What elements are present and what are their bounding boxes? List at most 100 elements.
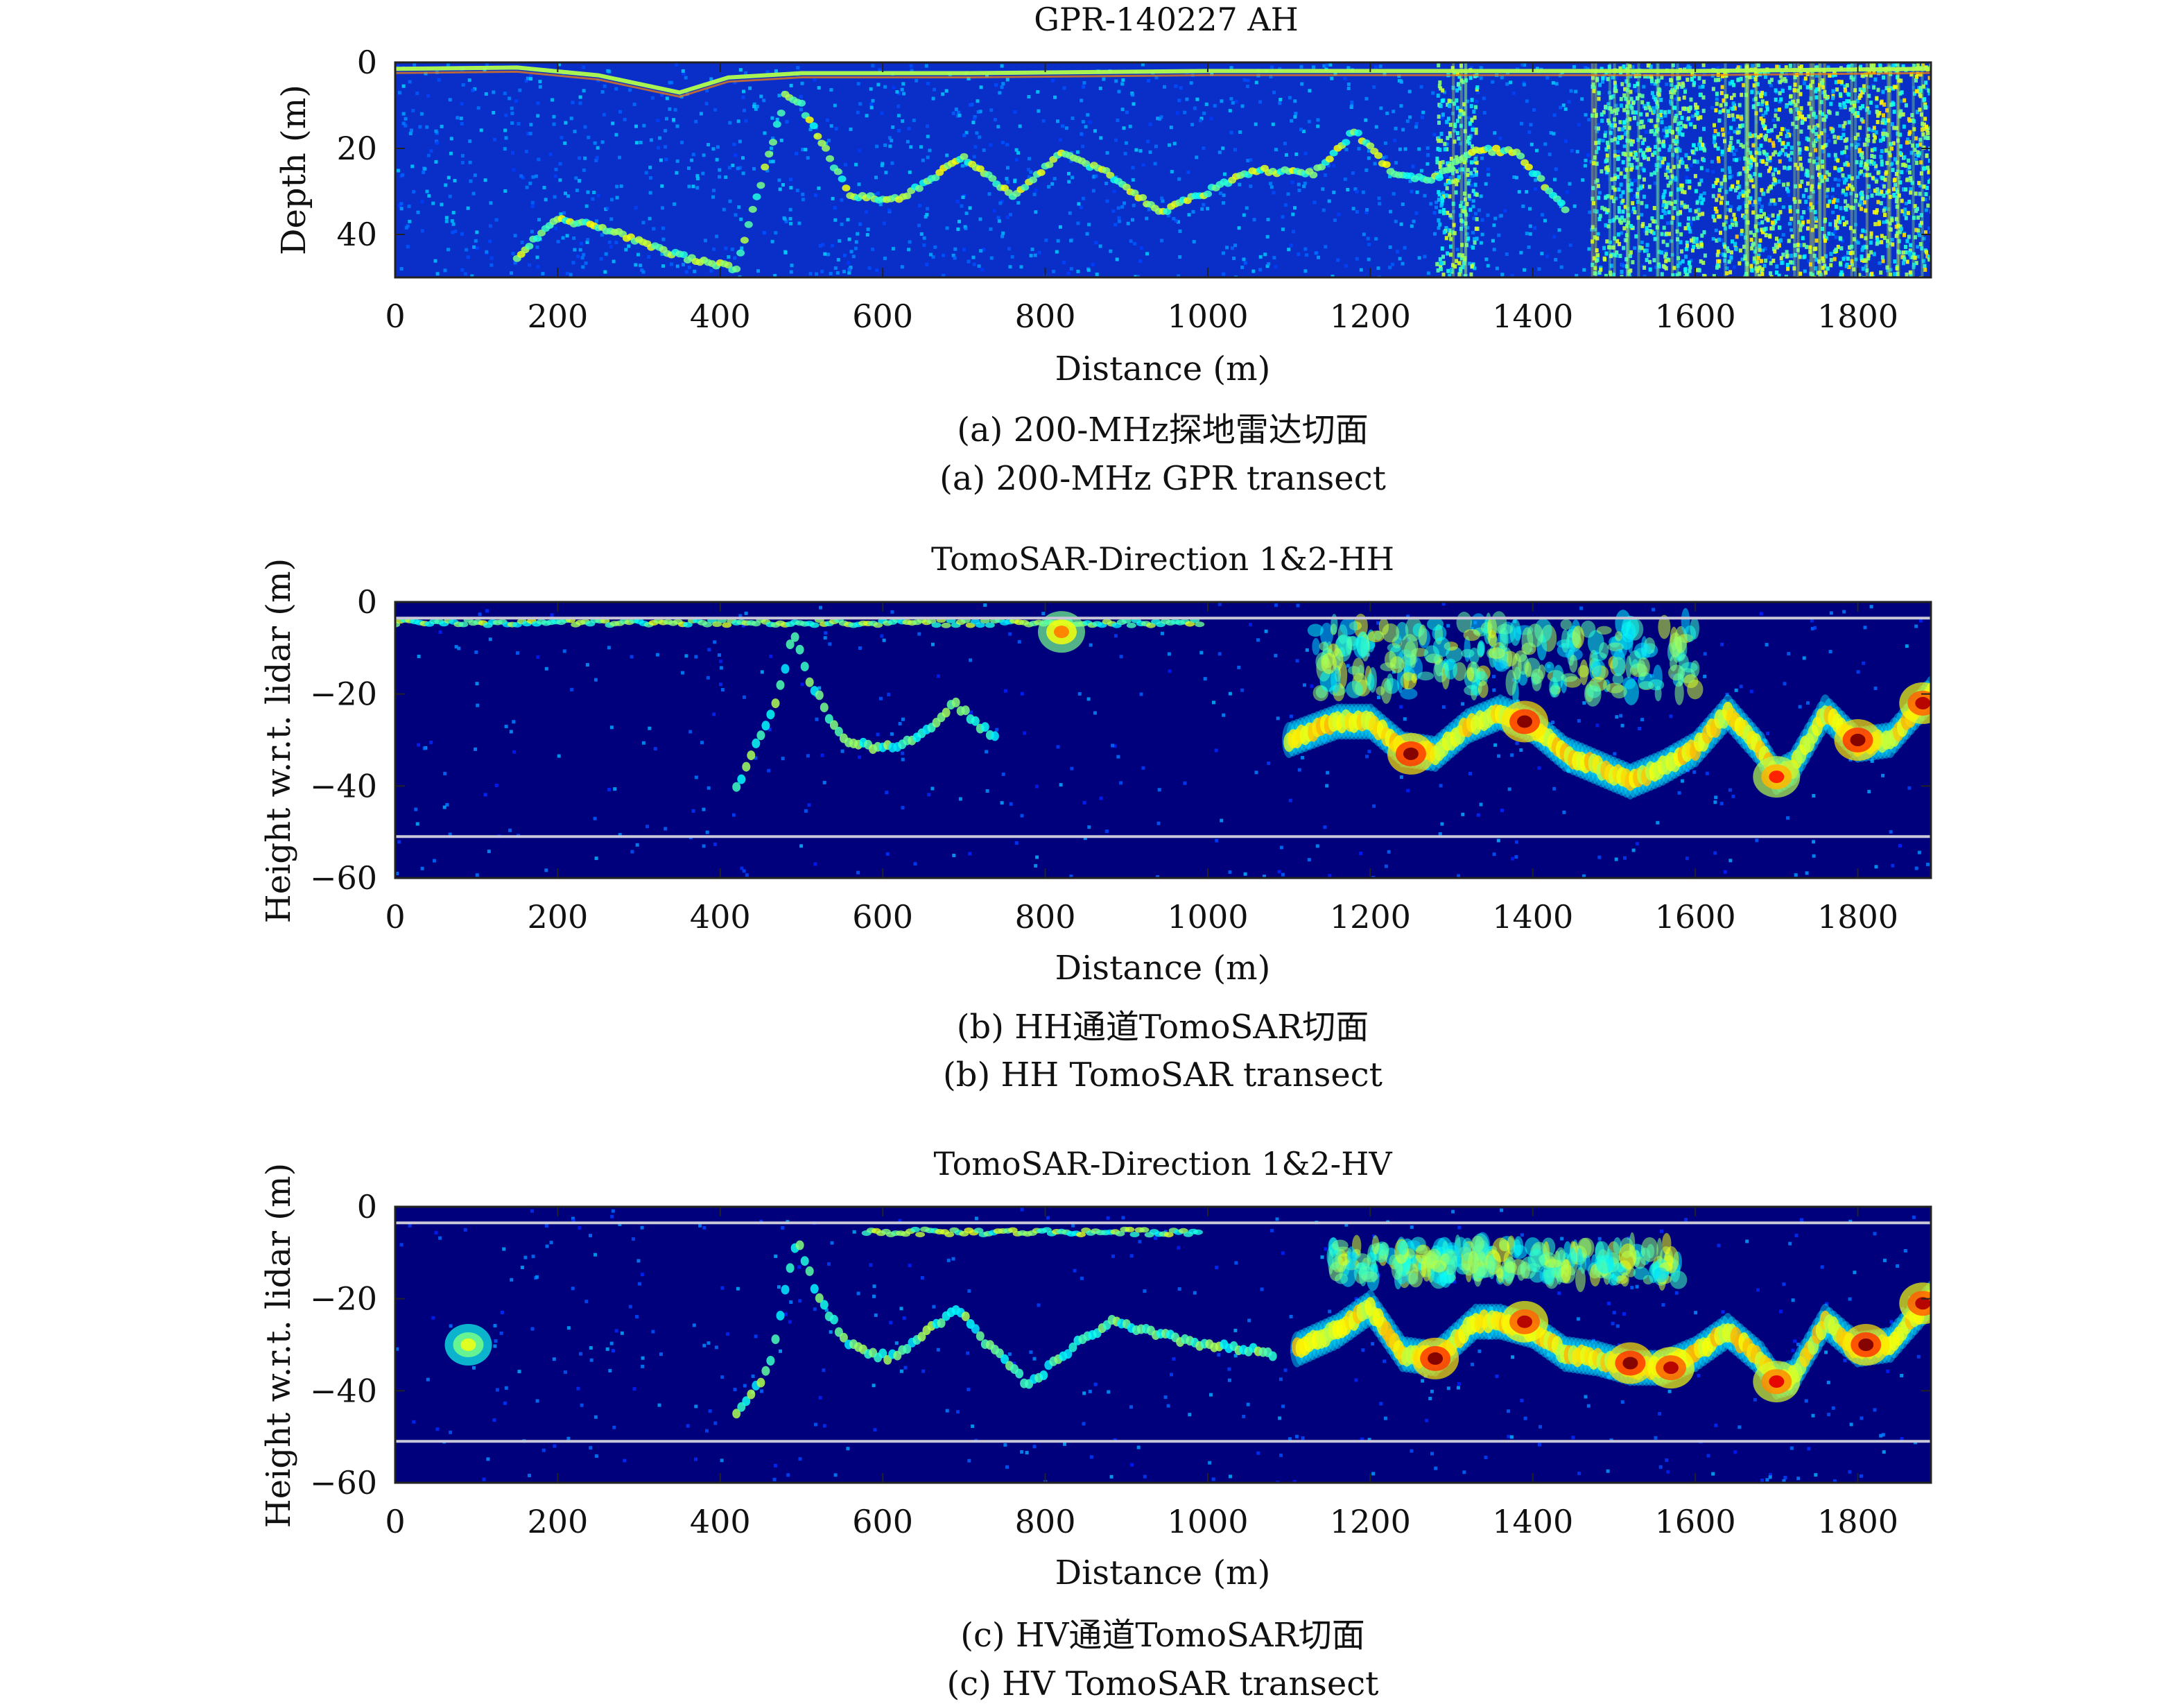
speckle-dot bbox=[1325, 63, 1329, 67]
speckle-dot bbox=[596, 193, 600, 198]
speckle-dot bbox=[1735, 127, 1740, 131]
speckle-dot bbox=[804, 809, 808, 813]
noise-dot bbox=[1652, 219, 1656, 224]
noise-dot bbox=[1727, 166, 1731, 171]
noise-dot bbox=[1882, 193, 1886, 198]
speckle-dot bbox=[1890, 238, 1894, 241]
noise-dot bbox=[1788, 63, 1792, 68]
noise-dot bbox=[1617, 209, 1621, 214]
noise-dot bbox=[1614, 89, 1618, 94]
noise-dot bbox=[1608, 245, 1612, 250]
speckle-dot bbox=[1274, 603, 1278, 608]
noise-dot bbox=[1927, 88, 1931, 93]
speckle-dot bbox=[1075, 150, 1080, 154]
speckle-dot bbox=[821, 243, 825, 247]
noise-dot bbox=[1920, 246, 1924, 251]
noise-dot bbox=[1858, 126, 1862, 130]
noise-dot bbox=[1883, 236, 1887, 240]
speckle-dot bbox=[585, 663, 589, 667]
speckle-dot bbox=[1727, 131, 1731, 135]
speckle-dot bbox=[765, 169, 770, 173]
noise-dot bbox=[1765, 103, 1769, 108]
noise-dot bbox=[1624, 238, 1628, 243]
noise-dot bbox=[1882, 75, 1886, 80]
speckle-dot bbox=[795, 189, 799, 193]
speckle-dot bbox=[1377, 696, 1380, 700]
noise-dot bbox=[1719, 91, 1724, 96]
speckle-dot bbox=[1774, 108, 1778, 112]
noise-dot bbox=[1774, 113, 1778, 118]
noise-dot bbox=[1748, 132, 1752, 137]
noise-dot bbox=[1805, 85, 1810, 89]
speckle-dot bbox=[512, 720, 516, 724]
noise-dot bbox=[1655, 167, 1659, 172]
noise-dot bbox=[1680, 187, 1684, 191]
speckle-dot bbox=[1773, 202, 1777, 206]
speckle-dot bbox=[414, 807, 418, 811]
noise-dot bbox=[1775, 236, 1778, 241]
noise-dot bbox=[1448, 194, 1452, 199]
noise-dot bbox=[1636, 194, 1639, 199]
noise-dot bbox=[1609, 264, 1613, 268]
speckle-dot bbox=[691, 809, 695, 813]
speckle-dot bbox=[1252, 218, 1256, 222]
panel-a-frame bbox=[394, 61, 1932, 279]
noise-dot bbox=[1685, 167, 1690, 171]
noise-dot bbox=[1464, 78, 1468, 83]
noise-dot bbox=[1638, 93, 1642, 98]
noise-dot bbox=[1638, 125, 1643, 130]
noise-dot bbox=[1628, 64, 1632, 69]
speckle-dot bbox=[1444, 226, 1448, 230]
speckle-dot bbox=[1500, 809, 1504, 813]
noise-dot bbox=[1717, 237, 1721, 242]
speckle-dot bbox=[1376, 621, 1380, 625]
speckle-dot bbox=[1486, 264, 1490, 268]
speckle-dot bbox=[1914, 157, 1918, 162]
noise-dot bbox=[1876, 240, 1880, 245]
noise-dot bbox=[1864, 208, 1868, 213]
noise-dot bbox=[1898, 180, 1903, 184]
noise-streak bbox=[1818, 62, 1821, 277]
noise-dot bbox=[1598, 214, 1602, 218]
noise-dot bbox=[1759, 117, 1763, 121]
noise-dot bbox=[1914, 191, 1918, 196]
noise-dot bbox=[1660, 214, 1664, 219]
speckle-dot bbox=[930, 786, 935, 791]
noise-dot bbox=[1809, 271, 1813, 276]
speckle-dot bbox=[1357, 146, 1361, 150]
bedrock-reflector-blob bbox=[1138, 193, 1147, 201]
noise-dot bbox=[1461, 209, 1465, 214]
noise-dot bbox=[1812, 160, 1816, 164]
noise-dot bbox=[1900, 170, 1904, 175]
speckle-dot bbox=[1117, 216, 1121, 220]
top-echo bbox=[395, 617, 1205, 628]
noise-dot bbox=[1661, 143, 1665, 148]
speckle-dot bbox=[1587, 247, 1591, 251]
noise-dot bbox=[1726, 246, 1729, 251]
speckle-dot bbox=[474, 239, 478, 243]
bedrock-reflector-blob bbox=[1374, 152, 1383, 160]
speckle-dot bbox=[853, 246, 858, 250]
speckle-dot bbox=[901, 82, 905, 86]
speckle-dot bbox=[730, 247, 734, 251]
x-tick-label: 1800 bbox=[1817, 298, 1898, 335]
speckle-dot bbox=[1613, 150, 1617, 153]
noise-dot bbox=[1448, 103, 1451, 108]
speckle-dot bbox=[1271, 122, 1275, 126]
speckle-dot bbox=[1001, 231, 1005, 235]
noise-dot bbox=[1611, 218, 1615, 223]
speckle-dot bbox=[1120, 82, 1125, 86]
speckle-dot bbox=[1652, 608, 1656, 612]
speckle-dot bbox=[1561, 103, 1566, 107]
noise-dot bbox=[1912, 216, 1916, 221]
noise-dot bbox=[1718, 110, 1722, 114]
speckle-dot bbox=[1237, 665, 1241, 669]
noise-dot bbox=[1778, 150, 1783, 155]
speckle-dot bbox=[1606, 102, 1611, 106]
bedrock-reflector-blob bbox=[988, 175, 997, 182]
noise-dot bbox=[1475, 170, 1478, 175]
speckle-dot bbox=[1093, 129, 1097, 133]
speckle-dot bbox=[994, 118, 997, 122]
noise-dot bbox=[1651, 153, 1655, 157]
speckle-dot bbox=[1878, 261, 1882, 265]
